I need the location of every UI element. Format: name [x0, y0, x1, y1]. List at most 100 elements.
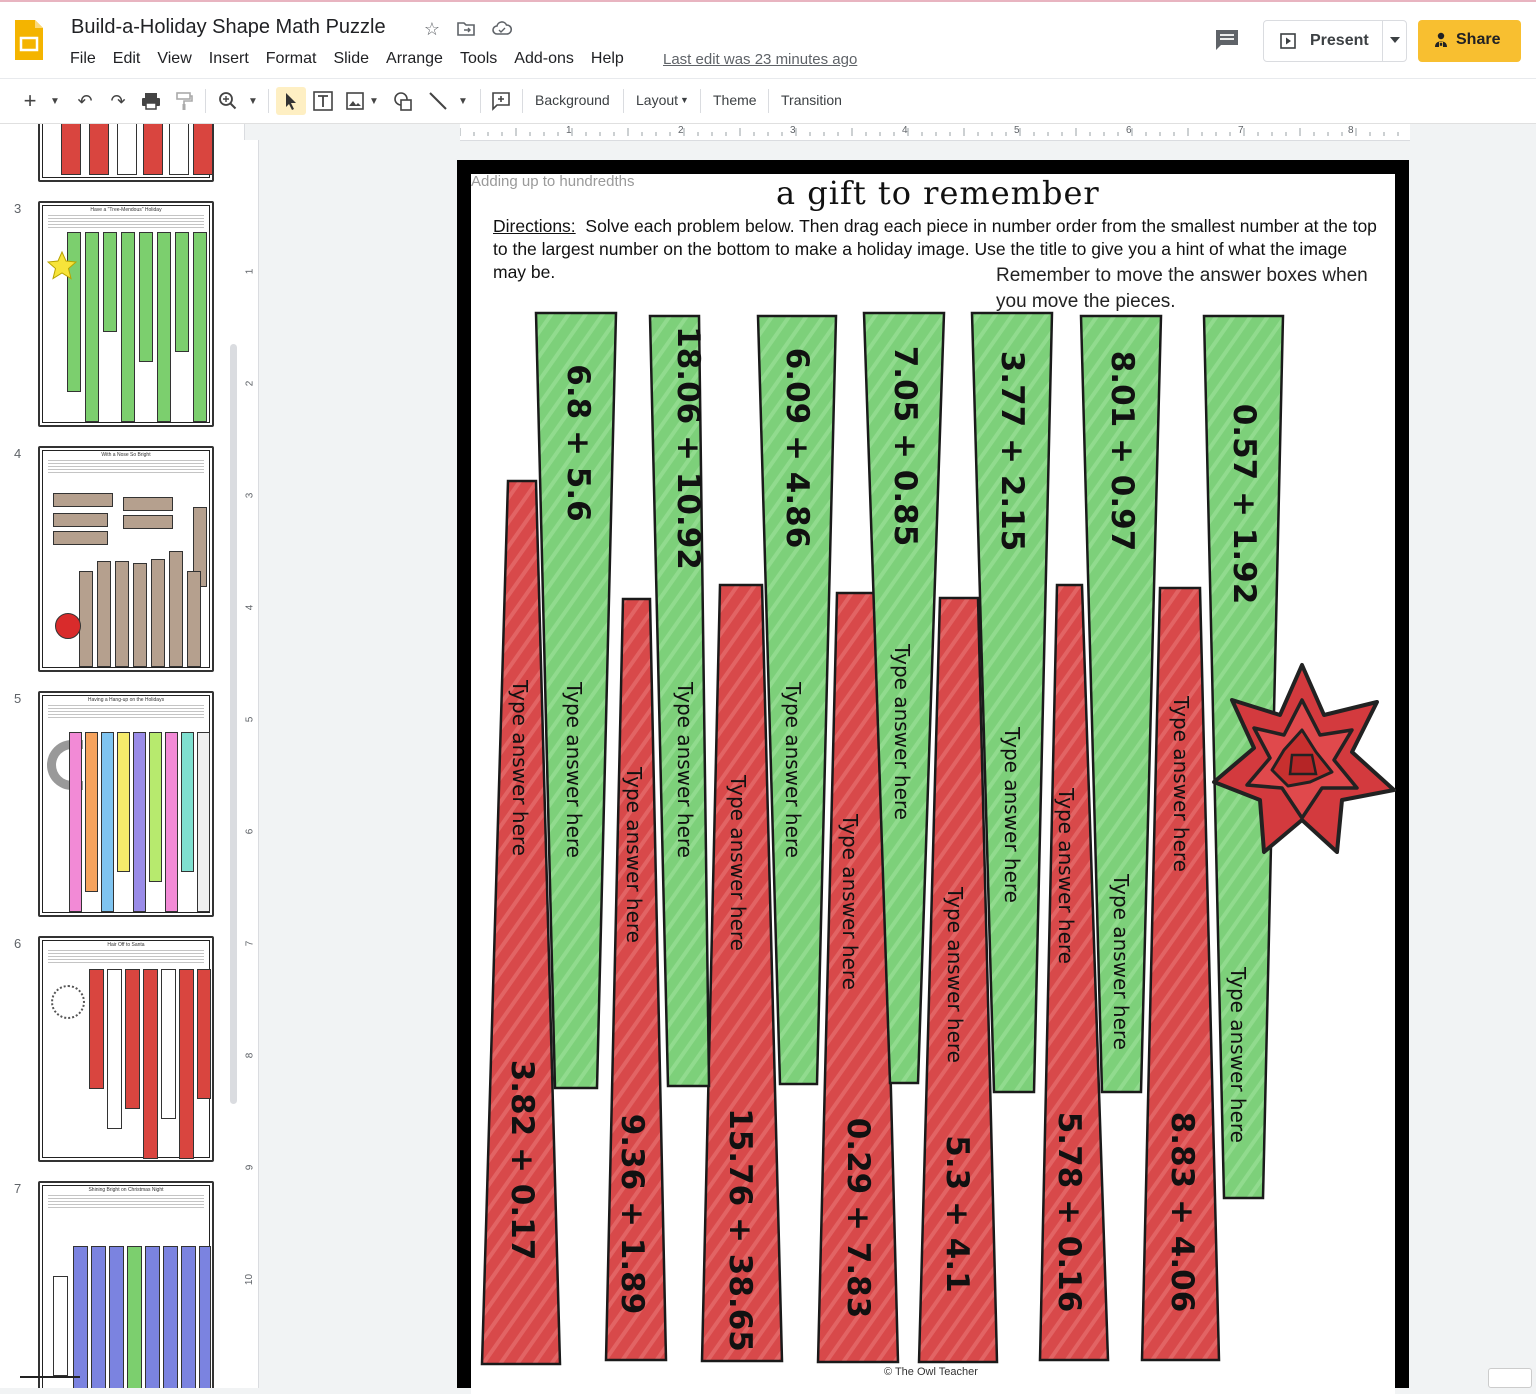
- thumbnail-content: Hair Off to Santa: [42, 940, 211, 1159]
- answer-input-box[interactable]: Type answer here: [1226, 967, 1250, 1143]
- star-icon[interactable]: ☆: [423, 19, 441, 39]
- thumbnail-piece: [73, 1246, 88, 1388]
- menu-tools[interactable]: Tools: [459, 50, 498, 67]
- slide-thumbnail-7[interactable]: Shining Bright on Christmas Night: [38, 1181, 214, 1388]
- green-puzzle-piece[interactable]: [648, 314, 711, 1088]
- answer-input-box[interactable]: Type answer here: [1109, 874, 1133, 1050]
- thumbnail-piece: [61, 124, 81, 175]
- menu-format[interactable]: Format: [265, 50, 317, 67]
- menu-slide[interactable]: Slide: [333, 50, 370, 67]
- theme-button[interactable]: Theme: [713, 92, 757, 108]
- thumbnail-piece: [53, 493, 113, 507]
- thumbnail-piece: [161, 969, 176, 1119]
- layout-caret-icon[interactable]: ▼: [680, 95, 689, 105]
- redo-icon[interactable]: ↷: [110, 90, 126, 111]
- present-options-caret-icon[interactable]: [1390, 37, 1400, 43]
- shape-icon[interactable]: [392, 87, 414, 115]
- app-header: Build-a-Holiday Shape Math Puzzle ☆ File…: [0, 2, 1536, 78]
- green-puzzle-piece[interactable]: [756, 314, 838, 1086]
- add-comment-icon[interactable]: [490, 87, 512, 115]
- answer-input-box[interactable]: Type answer here: [1000, 727, 1024, 903]
- red-puzzle-piece[interactable]: [604, 597, 668, 1362]
- slides-logo-icon[interactable]: [13, 18, 45, 62]
- comment-icon[interactable]: [1213, 26, 1241, 54]
- green-puzzle-piece[interactable]: [1079, 314, 1163, 1094]
- answer-input-box[interactable]: Type answer here: [622, 767, 646, 943]
- reminder-text-box[interactable]: Remember to move the answer boxes when y…: [996, 265, 1368, 312]
- slide-subtitle[interactable]: Adding up to hundredths: [471, 173, 635, 190]
- answer-input-box[interactable]: Type answer here: [781, 682, 805, 858]
- slide-thumbnail-2[interactable]: [38, 124, 214, 182]
- line-icon[interactable]: [427, 87, 449, 115]
- line-caret-icon[interactable]: ▼: [458, 95, 468, 107]
- menu-add-ons[interactable]: Add-ons: [514, 50, 574, 67]
- green-piece-problem: 18.06 + 10.92: [670, 326, 706, 570]
- move-to-folder-icon[interactable]: [455, 18, 477, 40]
- paint-format-icon[interactable]: [174, 87, 194, 115]
- document-title[interactable]: Build-a-Holiday Shape Math Puzzle: [71, 16, 386, 38]
- new-slide-caret-icon[interactable]: ▼: [50, 95, 60, 107]
- share-label: Share: [1456, 31, 1501, 48]
- text-box-icon[interactable]: [312, 87, 334, 115]
- green-puzzle-piece[interactable]: [862, 311, 946, 1085]
- slide-thumbnail-5[interactable]: Having a Hang-up on the Holidays: [38, 691, 214, 917]
- red-puzzle-piece[interactable]: [917, 596, 999, 1364]
- answer-input-box[interactable]: Type answer here: [838, 814, 862, 990]
- print-icon[interactable]: [140, 87, 162, 115]
- red-puzzle-piece[interactable]: [816, 591, 900, 1364]
- menu-arrange[interactable]: Arrange: [386, 50, 443, 67]
- gift-bow-icon[interactable]: [1212, 663, 1396, 854]
- slide-thumbnail-3[interactable]: Have a "Tree-Mendous" Holiday: [38, 201, 214, 427]
- answer-input-box[interactable]: Type answer here: [673, 682, 697, 858]
- answer-input-box[interactable]: Type answer here: [508, 680, 532, 856]
- background-button[interactable]: Background: [535, 92, 610, 108]
- thumbnail-piece: [197, 732, 210, 912]
- green-piece-problem: 7.05 + 0.85: [887, 345, 923, 547]
- slide-filmstrip: 3 Have a "Tree-Mendous" Holiday 4 With a…: [0, 124, 245, 1388]
- share-button[interactable]: Share: [1418, 20, 1521, 62]
- answer-input-box[interactable]: Type answer here: [943, 887, 967, 1063]
- thumbnail-piece: [175, 232, 189, 352]
- answer-input-box[interactable]: Type answer here: [1169, 696, 1193, 872]
- cloud-status-icon[interactable]: [491, 18, 513, 40]
- slide-thumbnail-4[interactable]: With a Nose So Bright: [38, 446, 214, 672]
- toolbar-separator: [700, 89, 701, 113]
- red-puzzle-piece[interactable]: [1038, 583, 1110, 1362]
- directions-text-box[interactable]: Directions: Solve each problem below. Th…: [493, 215, 1385, 284]
- thumbnail-piece: [187, 571, 201, 667]
- thumbnail-piece: [145, 1246, 160, 1388]
- zoom-caret-icon[interactable]: ▼: [248, 95, 258, 107]
- slide-number: 6: [14, 936, 22, 951]
- thumbnail-text-lines: [48, 705, 204, 719]
- undo-icon[interactable]: ↶: [77, 90, 93, 111]
- menu-file[interactable]: File: [70, 50, 96, 67]
- layout-button[interactable]: Layout: [636, 92, 679, 108]
- present-button[interactable]: Present: [1263, 20, 1407, 62]
- red-puzzle-piece[interactable]: [480, 479, 562, 1366]
- menu-edit[interactable]: Edit: [112, 50, 141, 67]
- insert-image-icon[interactable]: [345, 87, 365, 115]
- answer-input-box[interactable]: Type answer here: [1054, 788, 1078, 964]
- answer-input-box[interactable]: Type answer here: [726, 775, 750, 951]
- select-cursor-icon[interactable]: [276, 87, 306, 115]
- menu-insert[interactable]: Insert: [208, 50, 249, 67]
- answer-input-box[interactable]: Type answer here: [890, 644, 914, 820]
- new-slide-plus-icon[interactable]: +: [23, 88, 37, 113]
- slide-thumbnail-6[interactable]: Hair Off to Santa: [38, 936, 214, 1162]
- filmstrip-scrollbar[interactable]: [230, 344, 237, 1104]
- menu-view[interactable]: View: [157, 50, 192, 67]
- explore-button[interactable]: [1488, 1368, 1532, 1388]
- green-puzzle-piece[interactable]: [534, 311, 618, 1090]
- zoom-icon[interactable]: [217, 87, 239, 115]
- menu-help[interactable]: Help: [590, 50, 624, 67]
- red-puzzle-piece[interactable]: [1140, 586, 1221, 1362]
- present-icon: [1280, 33, 1296, 49]
- last-edit-link[interactable]: Last edit was 23 minutes ago: [663, 51, 858, 68]
- answer-input-box[interactable]: Type answer here: [562, 682, 586, 858]
- red-puzzle-piece[interactable]: [700, 583, 784, 1363]
- image-caret-icon[interactable]: ▼: [369, 95, 379, 107]
- green-puzzle-piece[interactable]: [970, 311, 1054, 1094]
- transition-button[interactable]: Transition: [781, 92, 842, 108]
- slide-title[interactable]: a gift to remember: [776, 174, 1100, 212]
- horizontal-ruler: 1 2 3 4 5 6 7 8: [460, 124, 1410, 141]
